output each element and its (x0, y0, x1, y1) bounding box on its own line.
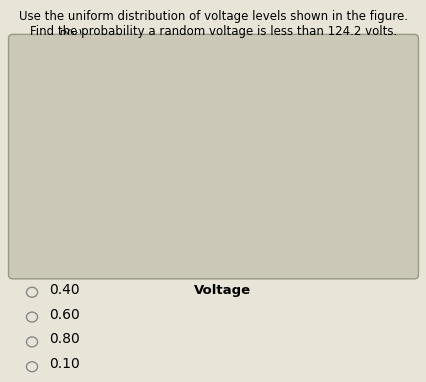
Text: Use the uniform distribution of voltage levels shown in the figure.: Use the uniform distribution of voltage … (19, 10, 407, 23)
Text: 0.60: 0.60 (49, 308, 80, 322)
X-axis label: Voltage: Voltage (193, 284, 250, 297)
Text: 0.10: 0.10 (49, 357, 80, 371)
Text: x: x (383, 227, 391, 240)
Text: Find the probability a random voltage is less than 124.2 volts.: Find the probability a random voltage is… (30, 25, 396, 38)
Text: 0.40: 0.40 (49, 283, 80, 297)
Text: 0.80: 0.80 (49, 332, 80, 346)
Bar (106, 107, 316, 241)
Text: P(x): P(x) (58, 29, 83, 42)
Text: Area = 1: Area = 1 (181, 167, 242, 181)
